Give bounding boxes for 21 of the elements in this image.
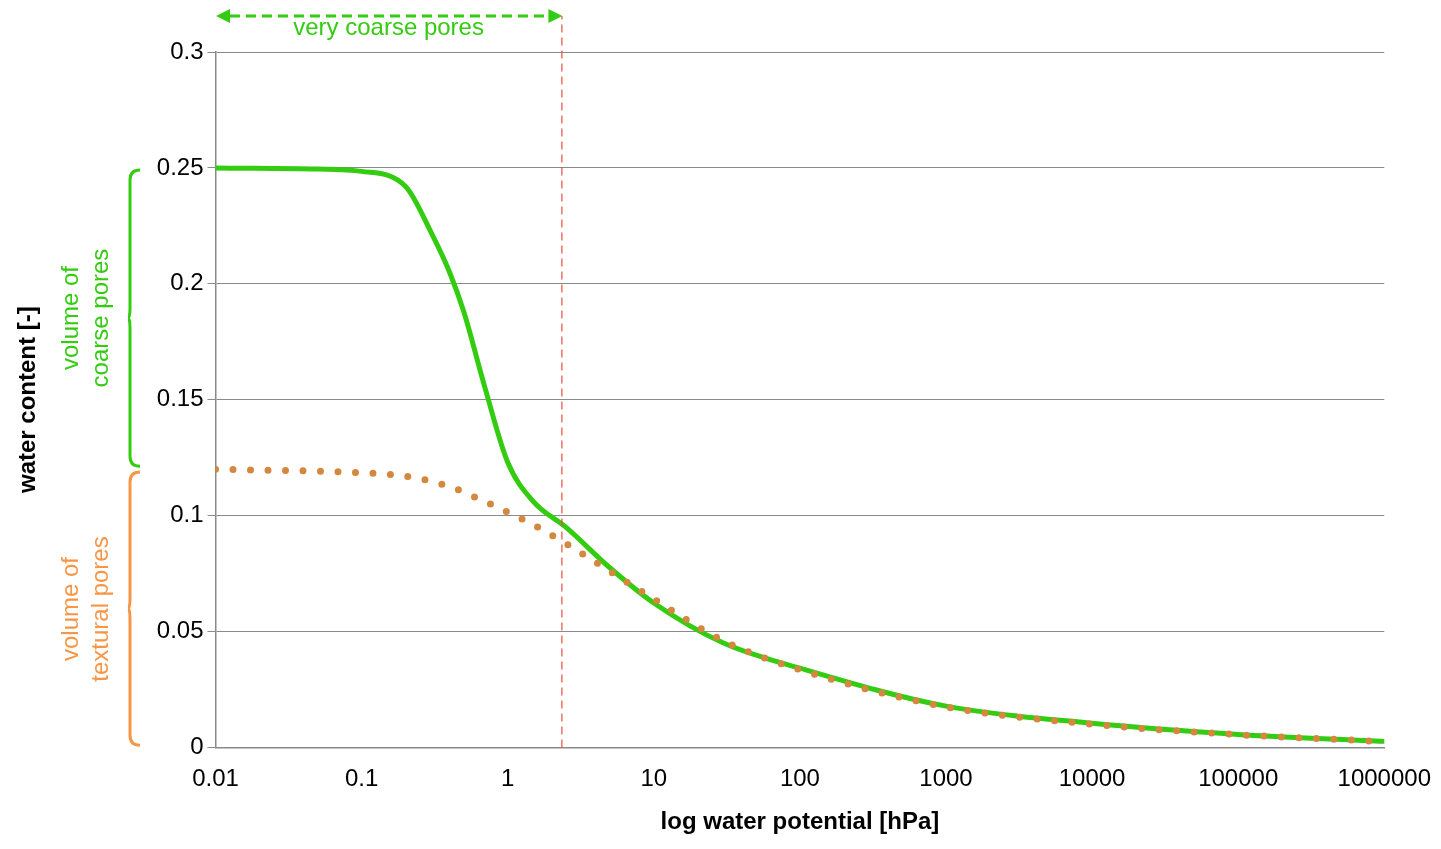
text: volume of coarse pores xyxy=(55,247,114,390)
x-axis-title: log water potential [hPa] xyxy=(660,807,940,835)
x-tick-label: 10 xyxy=(640,764,668,792)
y-tick-label: 0.1 xyxy=(170,500,204,528)
x-tick-label: 1000 xyxy=(919,764,973,792)
x-tick-label: 0.1 xyxy=(344,764,379,792)
y-tick-label: 0.05 xyxy=(156,616,204,644)
x-tick-label: 100 xyxy=(779,764,820,792)
y-tick-label: 0.2 xyxy=(170,268,204,296)
x-tick-label: 1000000 xyxy=(1337,764,1431,792)
y-tick-label: 0.3 xyxy=(170,36,204,64)
x-tick-label: 1 xyxy=(501,764,515,792)
x-tick-label: 10000 xyxy=(1058,764,1126,792)
text: volume of textural pores xyxy=(55,535,114,684)
x-tick-label: 0.01 xyxy=(192,764,239,792)
y-tick-label: 0.25 xyxy=(156,152,204,180)
y-tick-label: 0 xyxy=(190,732,204,760)
x-tick-label: 100000 xyxy=(1198,764,1279,792)
y-tick-label: 0.15 xyxy=(156,384,204,412)
text: very coarse pores xyxy=(293,12,484,42)
y-axis-title: water content [-] xyxy=(13,306,41,495)
